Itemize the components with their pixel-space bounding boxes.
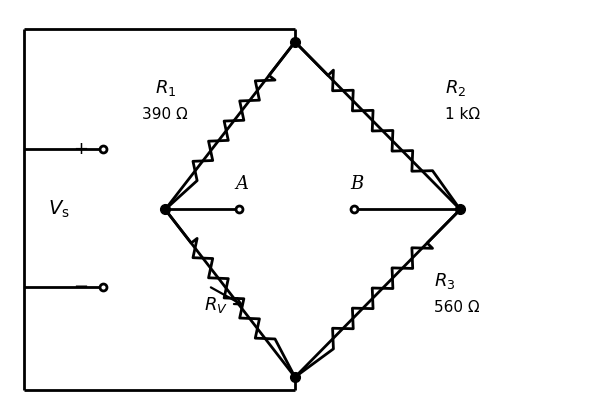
Text: $R_V$: $R_V$ [204, 295, 227, 316]
Text: A: A [235, 175, 248, 193]
Text: $R_3$: $R_3$ [434, 271, 455, 291]
Text: −: − [73, 278, 88, 296]
Text: B: B [350, 175, 363, 193]
Text: 390 Ω: 390 Ω [142, 107, 188, 122]
Text: 560 Ω: 560 Ω [434, 300, 479, 315]
Text: $V_\mathrm{s}$: $V_\mathrm{s}$ [48, 199, 70, 220]
Text: $R_1$: $R_1$ [155, 78, 176, 98]
Text: +: + [74, 140, 88, 158]
Text: 1 kΩ: 1 kΩ [445, 107, 481, 122]
Text: $R_2$: $R_2$ [445, 78, 467, 98]
